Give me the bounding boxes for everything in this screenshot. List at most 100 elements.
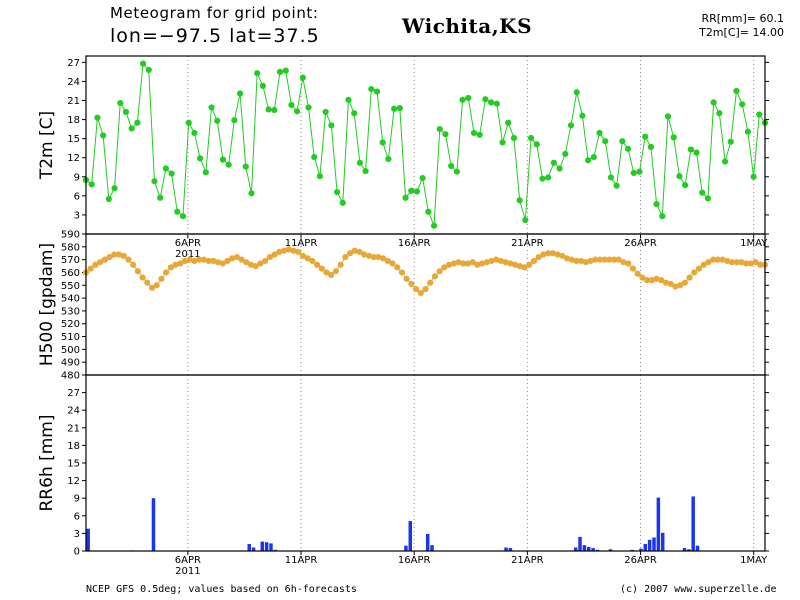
data-point <box>592 256 599 263</box>
y-tick-label: 15 <box>67 134 80 145</box>
data-point <box>728 259 736 266</box>
rain-bar <box>578 536 582 551</box>
data-point <box>739 101 746 108</box>
footer-source: NCEP GFS 0.5deg; values based on 6h-fore… <box>86 584 357 595</box>
rain-bar <box>260 541 265 551</box>
data-point <box>705 259 712 266</box>
data-point <box>148 284 156 291</box>
data-point <box>225 161 232 168</box>
y-tick-label: 0 <box>74 547 80 558</box>
rain-bar <box>86 528 90 551</box>
data-point <box>313 261 321 268</box>
rain-bar <box>425 533 430 551</box>
data-point <box>318 265 325 272</box>
y-tick-label: 560 <box>61 268 80 279</box>
data-point <box>153 282 160 289</box>
data-point <box>402 194 409 201</box>
data-point <box>214 259 222 266</box>
data-point <box>539 175 546 182</box>
data-point <box>550 159 557 166</box>
data-point <box>533 141 540 148</box>
data-point <box>502 259 509 266</box>
data-point <box>97 259 104 266</box>
data-point <box>305 104 312 111</box>
data-point <box>453 168 460 175</box>
y-tick-label: 27 <box>67 388 80 399</box>
y-tick-label: 21 <box>67 96 80 107</box>
data-point <box>488 99 495 106</box>
data-point <box>412 286 420 293</box>
data-point <box>756 111 763 118</box>
data-point <box>257 260 264 267</box>
x-year-label: 2011 <box>175 566 200 577</box>
data-point <box>322 108 329 116</box>
y-tick-label: 520 <box>61 319 80 330</box>
data-point <box>648 277 655 284</box>
data-point <box>505 119 512 126</box>
data-point <box>105 195 112 203</box>
data-point <box>174 208 181 215</box>
data-point <box>351 110 358 117</box>
y-tick-label: 21 <box>67 423 80 434</box>
rain-bar <box>591 548 595 551</box>
y-tick-label: 27 <box>67 58 80 69</box>
data-point <box>191 257 198 265</box>
data-point <box>445 261 453 268</box>
x-tick-label: 16APR <box>398 238 431 249</box>
data-point <box>700 261 707 268</box>
data-point <box>162 165 169 172</box>
y-tick-label: 12 <box>67 153 80 164</box>
x-tick-label: 11APR <box>285 555 318 566</box>
y-tick-label: 24 <box>67 77 80 88</box>
title-line-2: lon=−97.5 lat=37.5 <box>110 25 320 47</box>
data-point <box>567 122 575 129</box>
rain-bar <box>582 545 587 551</box>
data-point <box>601 256 608 263</box>
x-tick-label: 11APR <box>285 238 318 249</box>
data-point <box>295 248 302 256</box>
data-point <box>450 260 457 267</box>
data-point <box>620 259 627 266</box>
rain-bar <box>691 496 695 551</box>
y-tick-label: 590 <box>61 230 80 241</box>
data-point <box>460 260 467 267</box>
y-tick-label: 9 <box>74 494 80 505</box>
data-point <box>117 99 124 107</box>
y-axis-label: RR6h [mm] <box>37 414 57 511</box>
data-point <box>88 181 95 188</box>
data-point <box>247 261 255 268</box>
data-point <box>417 289 424 297</box>
rain-bar <box>682 548 687 551</box>
data-point <box>427 279 434 286</box>
data-point <box>670 134 677 141</box>
data-point <box>309 257 316 265</box>
data-point <box>115 251 123 258</box>
data-point <box>642 133 649 140</box>
data-point <box>100 132 107 139</box>
data-point <box>659 213 666 220</box>
data-point <box>191 129 198 137</box>
y-tick-label: 550 <box>61 281 80 292</box>
summary-rr: RR[mm]= 60.1 <box>701 12 784 25</box>
rain-bar <box>586 546 591 551</box>
data-point <box>448 162 455 170</box>
rain-bar <box>504 547 508 551</box>
data-point <box>493 256 500 263</box>
data-point <box>282 67 289 74</box>
data-point <box>516 197 523 204</box>
y-tick-label: 500 <box>61 345 80 356</box>
data-point <box>391 105 398 112</box>
data-point <box>262 257 269 265</box>
data-point <box>139 274 146 281</box>
data-point <box>606 256 613 263</box>
data-point <box>607 174 615 181</box>
footer-credit: (c) 2007 www.superzelle.de <box>620 584 777 595</box>
data-point <box>337 261 344 268</box>
data-point <box>469 259 476 266</box>
data-point <box>379 139 386 146</box>
data-point <box>596 256 604 263</box>
data-point <box>545 174 552 181</box>
data-point <box>389 260 396 267</box>
rain-bar <box>643 543 648 551</box>
